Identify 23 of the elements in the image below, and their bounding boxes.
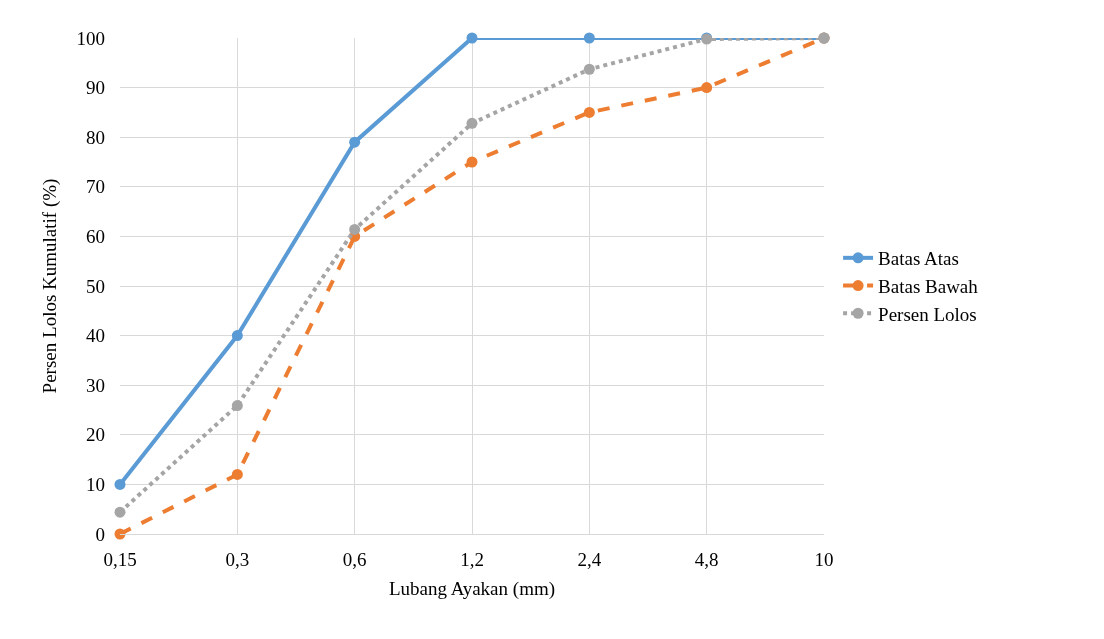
legend-label: Persen Lolos bbox=[878, 303, 977, 325]
y-tick-label: 50 bbox=[86, 275, 105, 297]
y-tick-label: 0 bbox=[95, 523, 105, 545]
y-tick-label: 10 bbox=[86, 474, 105, 496]
x-tick-label: 0,3 bbox=[225, 548, 250, 570]
x-tick-label: 0,6 bbox=[342, 548, 367, 570]
y-tick-label: 100 bbox=[76, 27, 105, 49]
x-axis-title: Lubang Ayakan (mm) bbox=[388, 577, 556, 600]
legend-label: Batas Atas bbox=[878, 248, 959, 270]
y-tick-label: 30 bbox=[86, 374, 105, 396]
y-tick-label: 90 bbox=[86, 77, 105, 99]
y-tick-label: 80 bbox=[86, 126, 105, 148]
legend-label: Batas Bawah bbox=[878, 275, 979, 297]
x-tick-label: 2,4 bbox=[577, 548, 602, 570]
x-tick-label: 1,2 bbox=[460, 548, 484, 570]
y-tick-label: 70 bbox=[86, 176, 105, 198]
y-tick-label: 40 bbox=[86, 325, 105, 347]
x-tick-label: 4,8 bbox=[694, 548, 719, 570]
x-tick-label: 10 bbox=[814, 548, 834, 570]
y-axis-title: Persen Lolos Kumulatif (%) bbox=[39, 178, 62, 394]
y-tick-label: 60 bbox=[86, 226, 105, 248]
y-tick-label: 20 bbox=[86, 424, 105, 446]
x-tick-label: 0,15 bbox=[103, 548, 137, 570]
